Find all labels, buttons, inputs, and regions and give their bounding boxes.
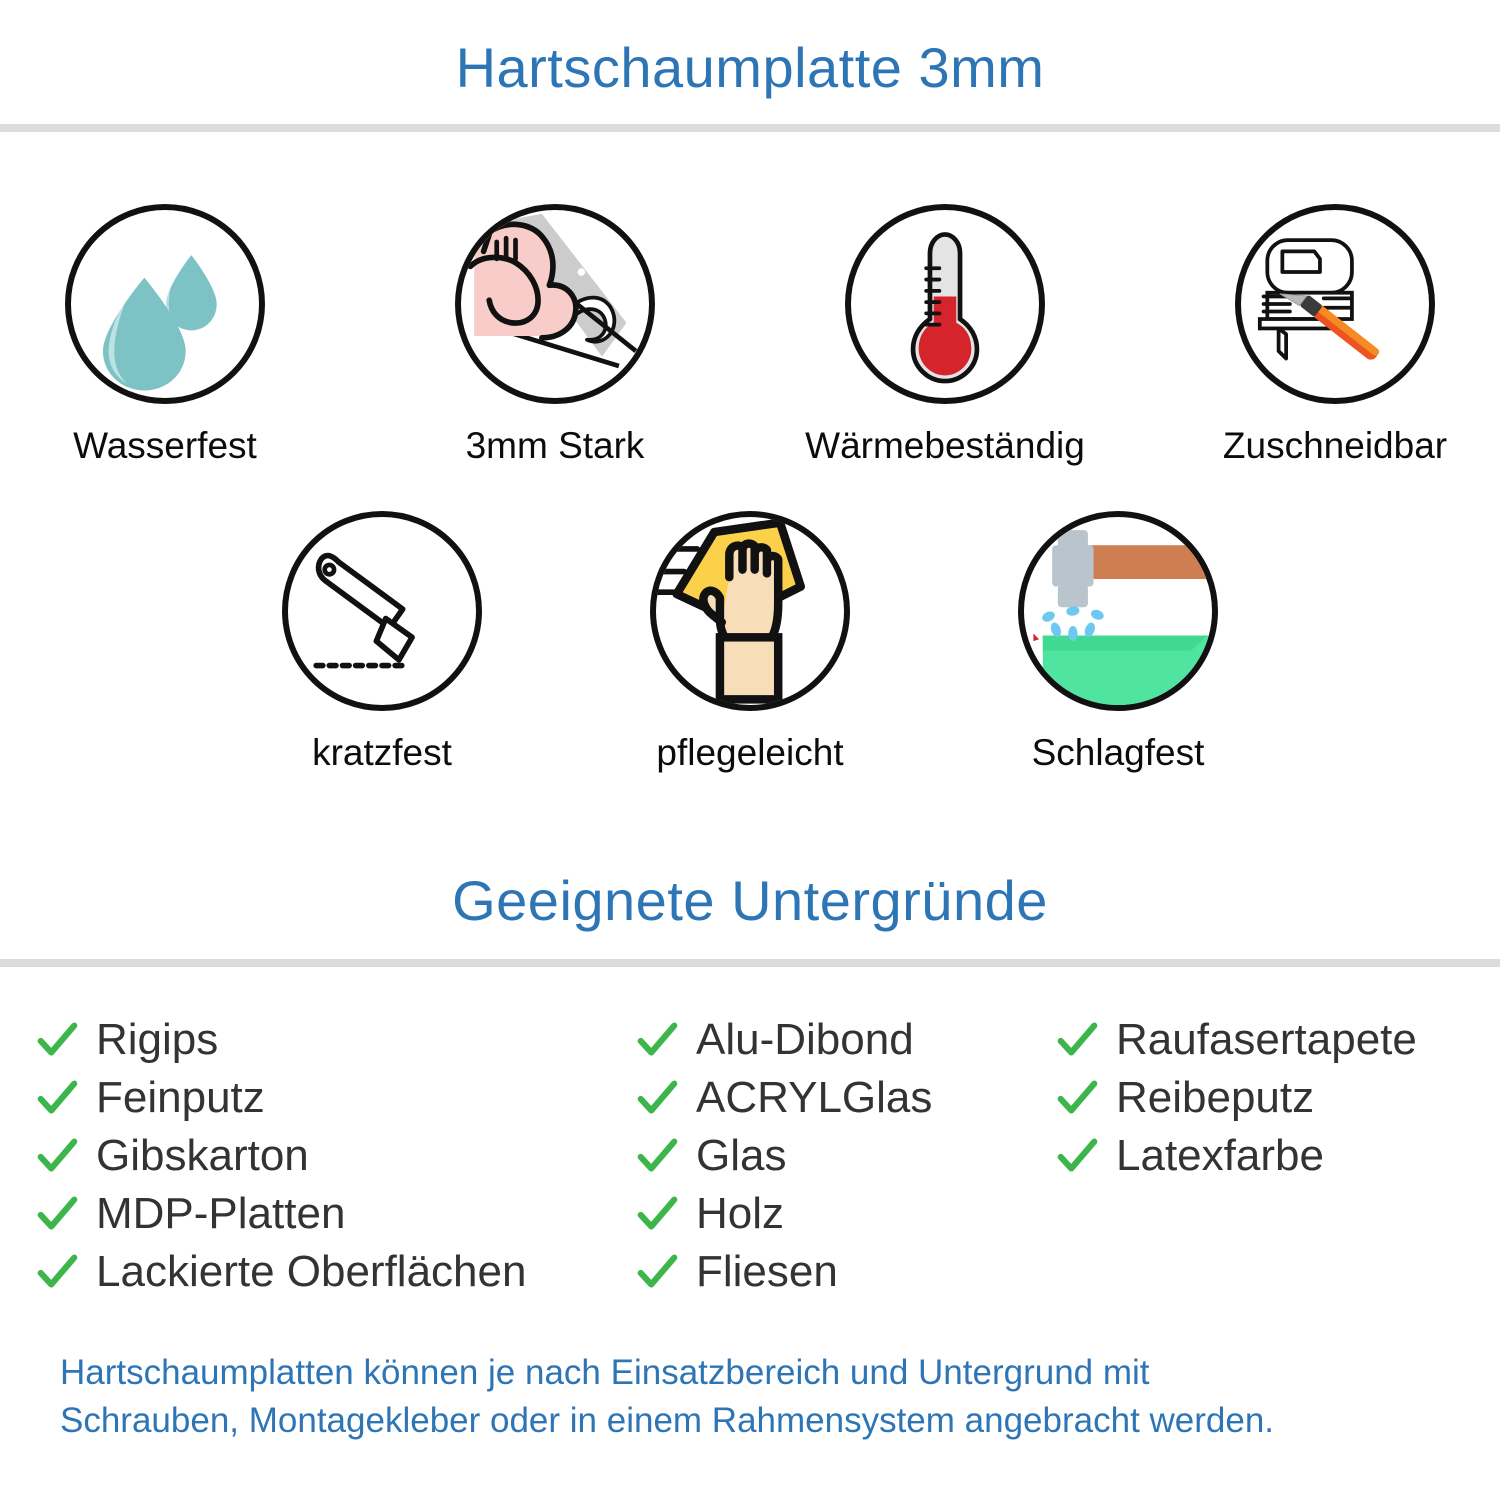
list-item-label: Holz <box>696 1189 785 1239</box>
check-icon <box>1054 1133 1100 1179</box>
jigsaw-knife-icon <box>1235 204 1435 404</box>
flexing-arm-icon <box>455 204 655 404</box>
check-icon <box>34 1017 80 1063</box>
subgrounds-heading: Geeignete Untergründe <box>452 869 1048 933</box>
list-item: Holz <box>634 1185 1054 1243</box>
list-item-label: Reibeputz <box>1116 1073 1315 1123</box>
feature-label: Wasserfest <box>73 425 257 466</box>
thermometer-icon <box>845 204 1045 404</box>
check-icon <box>634 1133 680 1179</box>
list-item-label: Raufasertapete <box>1116 1015 1417 1065</box>
list-item-label: Alu-Dibond <box>696 1015 914 1065</box>
feature-label: kratzfest <box>312 731 452 773</box>
checklist-column-3: Raufasertapete Reibeputz Latexfarbe <box>1054 1011 1494 1185</box>
feature-label: Wärmebeständig <box>805 425 1085 466</box>
feature-label: pflegeleicht <box>656 731 844 773</box>
divider-mid <box>0 959 1500 968</box>
checklist-column-2: Alu-Dibond ACRYLGlas Glas Holz Fliesen <box>634 1011 1054 1301</box>
feature-zuschneidbar: Zuschneidbar <box>1195 204 1475 467</box>
cutter-scratch-icon <box>282 510 482 711</box>
list-item: Reibeputz <box>1054 1069 1494 1127</box>
hand-cloth-icon <box>650 510 850 711</box>
check-icon <box>634 1075 680 1121</box>
list-item: Feinputz <box>34 1069 634 1127</box>
check-icon <box>634 1017 680 1063</box>
checklist: Rigips Feinputz Gibskarton MDP-Platten L… <box>0 1011 1500 1301</box>
check-icon <box>634 1249 680 1295</box>
hammer-impact-icon <box>1018 510 1218 711</box>
list-item: Latexfarbe <box>1054 1127 1494 1185</box>
list-item-label: Lackierte Oberflächen <box>96 1247 527 1297</box>
list-item-label: Gibskarton <box>96 1131 309 1181</box>
divider-top <box>0 124 1500 132</box>
page-title: Hartschaumplatte 3mm <box>455 36 1045 99</box>
list-item-label: MDP-Platten <box>96 1189 346 1239</box>
footnote: Hartschaumplatten können je nach Einsatz… <box>0 1349 1500 1444</box>
water-drops-icon <box>65 204 265 404</box>
list-item: Raufasertapete <box>1054 1011 1494 1069</box>
feature-label: 3mm Stark <box>465 425 645 466</box>
list-item-label: Rigips <box>96 1015 219 1065</box>
list-item: ACRYLGlas <box>634 1069 1054 1127</box>
list-item: MDP-Platten <box>34 1185 634 1243</box>
check-icon <box>34 1133 80 1179</box>
check-icon <box>34 1075 80 1121</box>
list-item: Gibskarton <box>34 1127 634 1185</box>
list-item: Alu-Dibond <box>634 1011 1054 1069</box>
check-icon <box>1054 1075 1100 1121</box>
check-icon <box>34 1249 80 1295</box>
list-item-label: Feinputz <box>96 1073 265 1123</box>
feature-3mm-stark: 3mm Stark <box>415 204 695 467</box>
list-item-label: ACRYLGlas <box>696 1073 933 1123</box>
feature-label: Schlagfest <box>1031 731 1205 773</box>
list-item: Fliesen <box>634 1243 1054 1301</box>
feature-pflegeleicht: pflegeleicht <box>610 510 890 774</box>
feature-label: Zuschneidbar <box>1222 425 1448 466</box>
check-icon <box>634 1191 680 1237</box>
list-item-label: Glas <box>696 1131 787 1181</box>
list-item-label: Latexfarbe <box>1116 1131 1324 1181</box>
feature-row-2: kratzfest pflegeleicht <box>0 510 1500 774</box>
check-icon <box>34 1191 80 1237</box>
footnote-line-2: Schrauben, Montagekleber oder in einem R… <box>60 1400 1275 1440</box>
check-icon <box>1054 1017 1100 1063</box>
checklist-column-1: Rigips Feinputz Gibskarton MDP-Platten L… <box>34 1011 634 1301</box>
footnote-line-1: Hartschaumplatten können je nach Einsatz… <box>60 1353 1150 1393</box>
list-item: Rigips <box>34 1011 634 1069</box>
feature-kratzfest: kratzfest <box>242 510 522 774</box>
feature-row-1: Wasserfest 3mm Stark <box>0 204 1500 467</box>
list-item: Lackierte Oberflächen <box>34 1243 634 1301</box>
list-item-label: Fliesen <box>696 1247 838 1297</box>
feature-schlagfest: Schlagfest <box>978 510 1258 774</box>
list-item: Glas <box>634 1127 1054 1185</box>
feature-wasserfest: Wasserfest <box>25 204 305 467</box>
feature-waermebestaendig: Wärmebeständig <box>805 204 1085 467</box>
